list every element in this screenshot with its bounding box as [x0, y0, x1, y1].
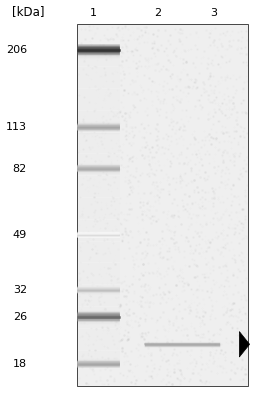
Text: 206: 206: [6, 45, 27, 55]
Text: [kDa]: [kDa]: [12, 5, 44, 18]
Text: 49: 49: [13, 230, 27, 240]
Text: 3: 3: [210, 8, 217, 18]
Text: 32: 32: [13, 285, 27, 295]
Text: 1: 1: [90, 8, 97, 18]
Polygon shape: [239, 332, 250, 357]
FancyBboxPatch shape: [77, 24, 248, 386]
Text: 2: 2: [154, 8, 161, 18]
Text: 26: 26: [13, 312, 27, 322]
Text: 82: 82: [13, 164, 27, 174]
Text: 18: 18: [13, 359, 27, 369]
Text: 113: 113: [6, 122, 27, 132]
